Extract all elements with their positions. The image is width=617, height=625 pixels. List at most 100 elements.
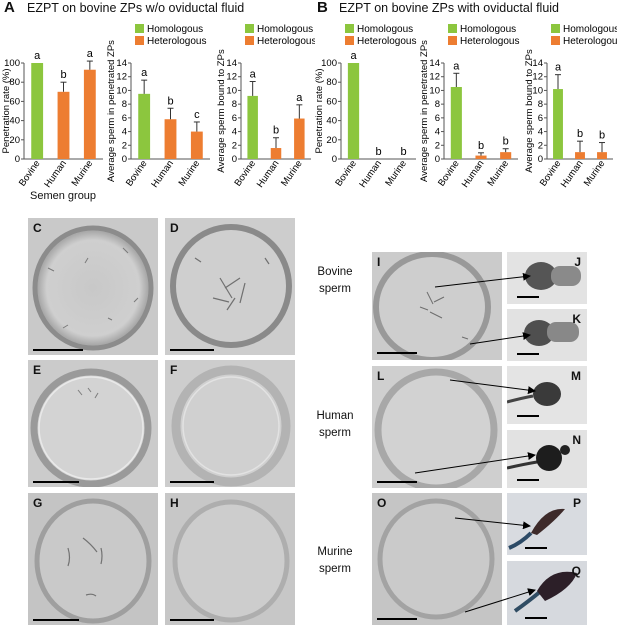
micrograph-d: D [165, 218, 295, 355]
panel-letter-g: G [33, 496, 43, 510]
chart-a-penetration: Penetration rate (%)0 20 40 60 80 100 a Bovine b… [1, 48, 103, 190]
y-tick-label: 14 [429, 58, 440, 69]
y-tick-label: 6 [538, 113, 543, 124]
y-tick-label: 10 [226, 85, 237, 96]
y-axis-label: Penetration rate (%) [1, 68, 12, 153]
y-tick-label: 4 [538, 127, 543, 138]
panel-letter-i: I [377, 255, 381, 269]
micrograph-o: O [372, 493, 502, 625]
panel-letter-q: Q [571, 564, 581, 578]
panel-letter-f: F [170, 363, 178, 377]
legend-label-heterologous: Heterologous [563, 36, 617, 47]
micrograph-c: C [28, 218, 158, 355]
panel-title-a: EZPT on bovine ZPs w/o oviductal fluid [27, 1, 245, 15]
y-tick-label: 12 [429, 72, 440, 83]
panel-letter-e: E [33, 363, 42, 377]
legend-label-homologous: Homologous [460, 24, 516, 35]
bar-bovine [347, 63, 360, 159]
panel-title-b: EZPT on bovine ZPs with oviductal fluid [339, 1, 560, 15]
significance-letter: b [478, 140, 484, 152]
scale-bar [170, 619, 214, 621]
y-tick-label: 0 [435, 154, 440, 165]
significance-letter: a [555, 62, 562, 74]
significance-letter: a [296, 92, 303, 104]
y-tick-label: 10 [429, 85, 440, 96]
legend-swatch-heterologous [245, 36, 254, 45]
bar-human [475, 155, 487, 159]
legend-swatch-heterologous [448, 36, 457, 45]
legend-swatch-heterologous [135, 36, 144, 45]
y-tick-label: 2 [122, 140, 127, 151]
y-tick-label: 80 [326, 77, 337, 88]
x-tick-label: Human [42, 158, 69, 189]
y-tick-label: 6 [122, 113, 127, 124]
bar-bovine [553, 89, 563, 159]
y-tick-label: 20 [326, 135, 337, 146]
significance-letter: a [34, 50, 41, 62]
y-tick-label: 2 [435, 140, 440, 151]
micrograph-m: M [507, 366, 587, 424]
significance-letter: b [167, 95, 173, 107]
panel-label-b: B [317, 0, 328, 16]
significance-letter: b [503, 136, 509, 148]
y-tick-label: 2 [538, 140, 543, 151]
y-tick-label: 4 [122, 127, 127, 138]
y-tick-label: 8 [122, 99, 127, 110]
x-tick-label: Murine [485, 158, 511, 188]
y-tick-label: 12 [116, 72, 127, 83]
significance-letter: b [60, 69, 66, 81]
significance-letter: b [375, 146, 381, 158]
x-tick-label: Human [149, 158, 176, 189]
scale-bar [33, 481, 79, 483]
panel-label-a: A [4, 0, 15, 16]
significance-letter: a [350, 50, 357, 62]
significance-letter: a [141, 67, 148, 79]
y-tick-label: 12 [226, 72, 237, 83]
micrograph-l: L [372, 366, 502, 488]
legend-label-heterologous: Heterologous [460, 36, 519, 47]
micrograph-p: P [507, 493, 587, 555]
y-tick-label: 80 [9, 77, 20, 88]
legend-swatch-homologous [135, 24, 144, 33]
x-tick-label: Murine [177, 158, 203, 188]
bar-murine [83, 69, 96, 159]
y-tick-label: 0 [15, 154, 20, 165]
micrograph-g: G [28, 493, 158, 625]
scale-bar [377, 352, 417, 354]
micrograph-q: Q [507, 561, 587, 625]
significance-letter: b [400, 146, 406, 158]
legend-label-heterologous: Heterologous [147, 36, 206, 47]
scale-bar [170, 481, 214, 483]
scale-bar [517, 353, 539, 355]
y-axis-label: Average sperm bound to ZPs [524, 49, 535, 173]
y-tick-label: 12 [532, 72, 543, 83]
significance-letter: b [577, 128, 583, 140]
legend-swatch-homologous [551, 24, 560, 33]
legend-label-homologous: Homologous [147, 24, 203, 35]
legend-swatch-homologous [448, 24, 457, 33]
y-tick-label: 10 [532, 85, 543, 96]
y-tick-label: 0 [122, 154, 127, 165]
bar-murine [190, 131, 203, 159]
micrograph-f: F [165, 360, 295, 487]
y-axis-label: Average sperm in penetrated ZPs [106, 40, 117, 182]
scale-bar [525, 547, 547, 549]
micrograph-j: J [507, 252, 587, 304]
panel-letter-l: L [377, 369, 385, 383]
bar-human [575, 152, 585, 159]
x-tick-label: Bovine [333, 158, 359, 188]
y-tick-label: 10 [116, 85, 127, 96]
panel-letter-j: J [574, 255, 581, 269]
micrograph-i: I [372, 252, 502, 360]
legend-label-homologous: Homologous [357, 24, 413, 35]
bar-murine [294, 118, 305, 159]
x-tick-label: Human [559, 158, 586, 189]
y-tick-label: 2 [232, 140, 237, 151]
significance-letter: b [273, 125, 279, 137]
y-tick-label: 14 [532, 58, 543, 69]
panel-letter-c: C [33, 221, 42, 235]
